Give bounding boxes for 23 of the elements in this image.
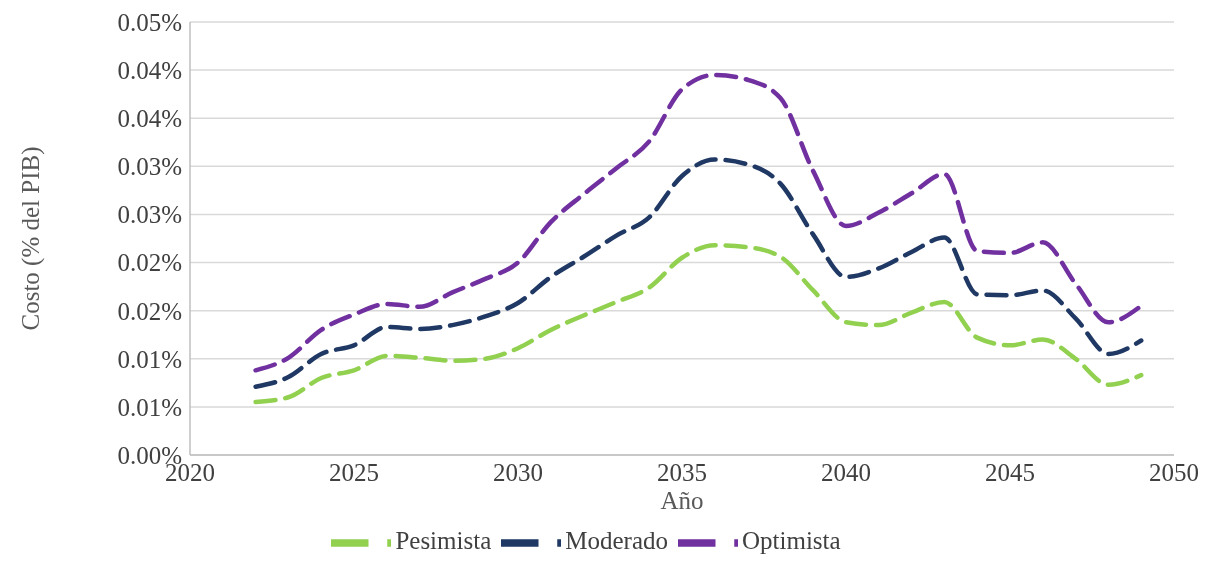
y-tick-label: 0.03% — [117, 201, 182, 229]
y-tick-label: 0.02% — [117, 297, 182, 325]
legend-label: Moderado — [565, 526, 668, 554]
x-tick-label: 2045 — [985, 458, 1035, 486]
x-tick-label: 2050 — [1149, 458, 1199, 486]
legend-label: Optimista — [741, 526, 841, 554]
x-tick-label: 2025 — [329, 458, 379, 486]
y-tick-label: 0.03% — [117, 153, 182, 181]
line-series — [253, 157, 1144, 389]
y-tick-label: 0.04% — [117, 56, 182, 84]
legend-label: Pesimista — [395, 526, 492, 554]
y-axis-title: Costo (% del PIB) — [16, 146, 45, 331]
x-tick-label: 2040 — [821, 458, 871, 486]
x-tick-label: 2030 — [493, 458, 543, 486]
x-tick-label: 2035 — [657, 458, 707, 486]
y-tick-label: 0.01% — [117, 345, 182, 373]
y-tick-label: 0.04% — [117, 105, 182, 133]
line-series — [253, 242, 1144, 405]
line-series — [253, 72, 1144, 373]
y-tick-label: 0.02% — [117, 249, 182, 277]
x-axis-title: Año — [660, 487, 704, 514]
y-tick-label: 0.05% — [117, 8, 182, 36]
y-tick-label: 0.01% — [117, 393, 182, 421]
